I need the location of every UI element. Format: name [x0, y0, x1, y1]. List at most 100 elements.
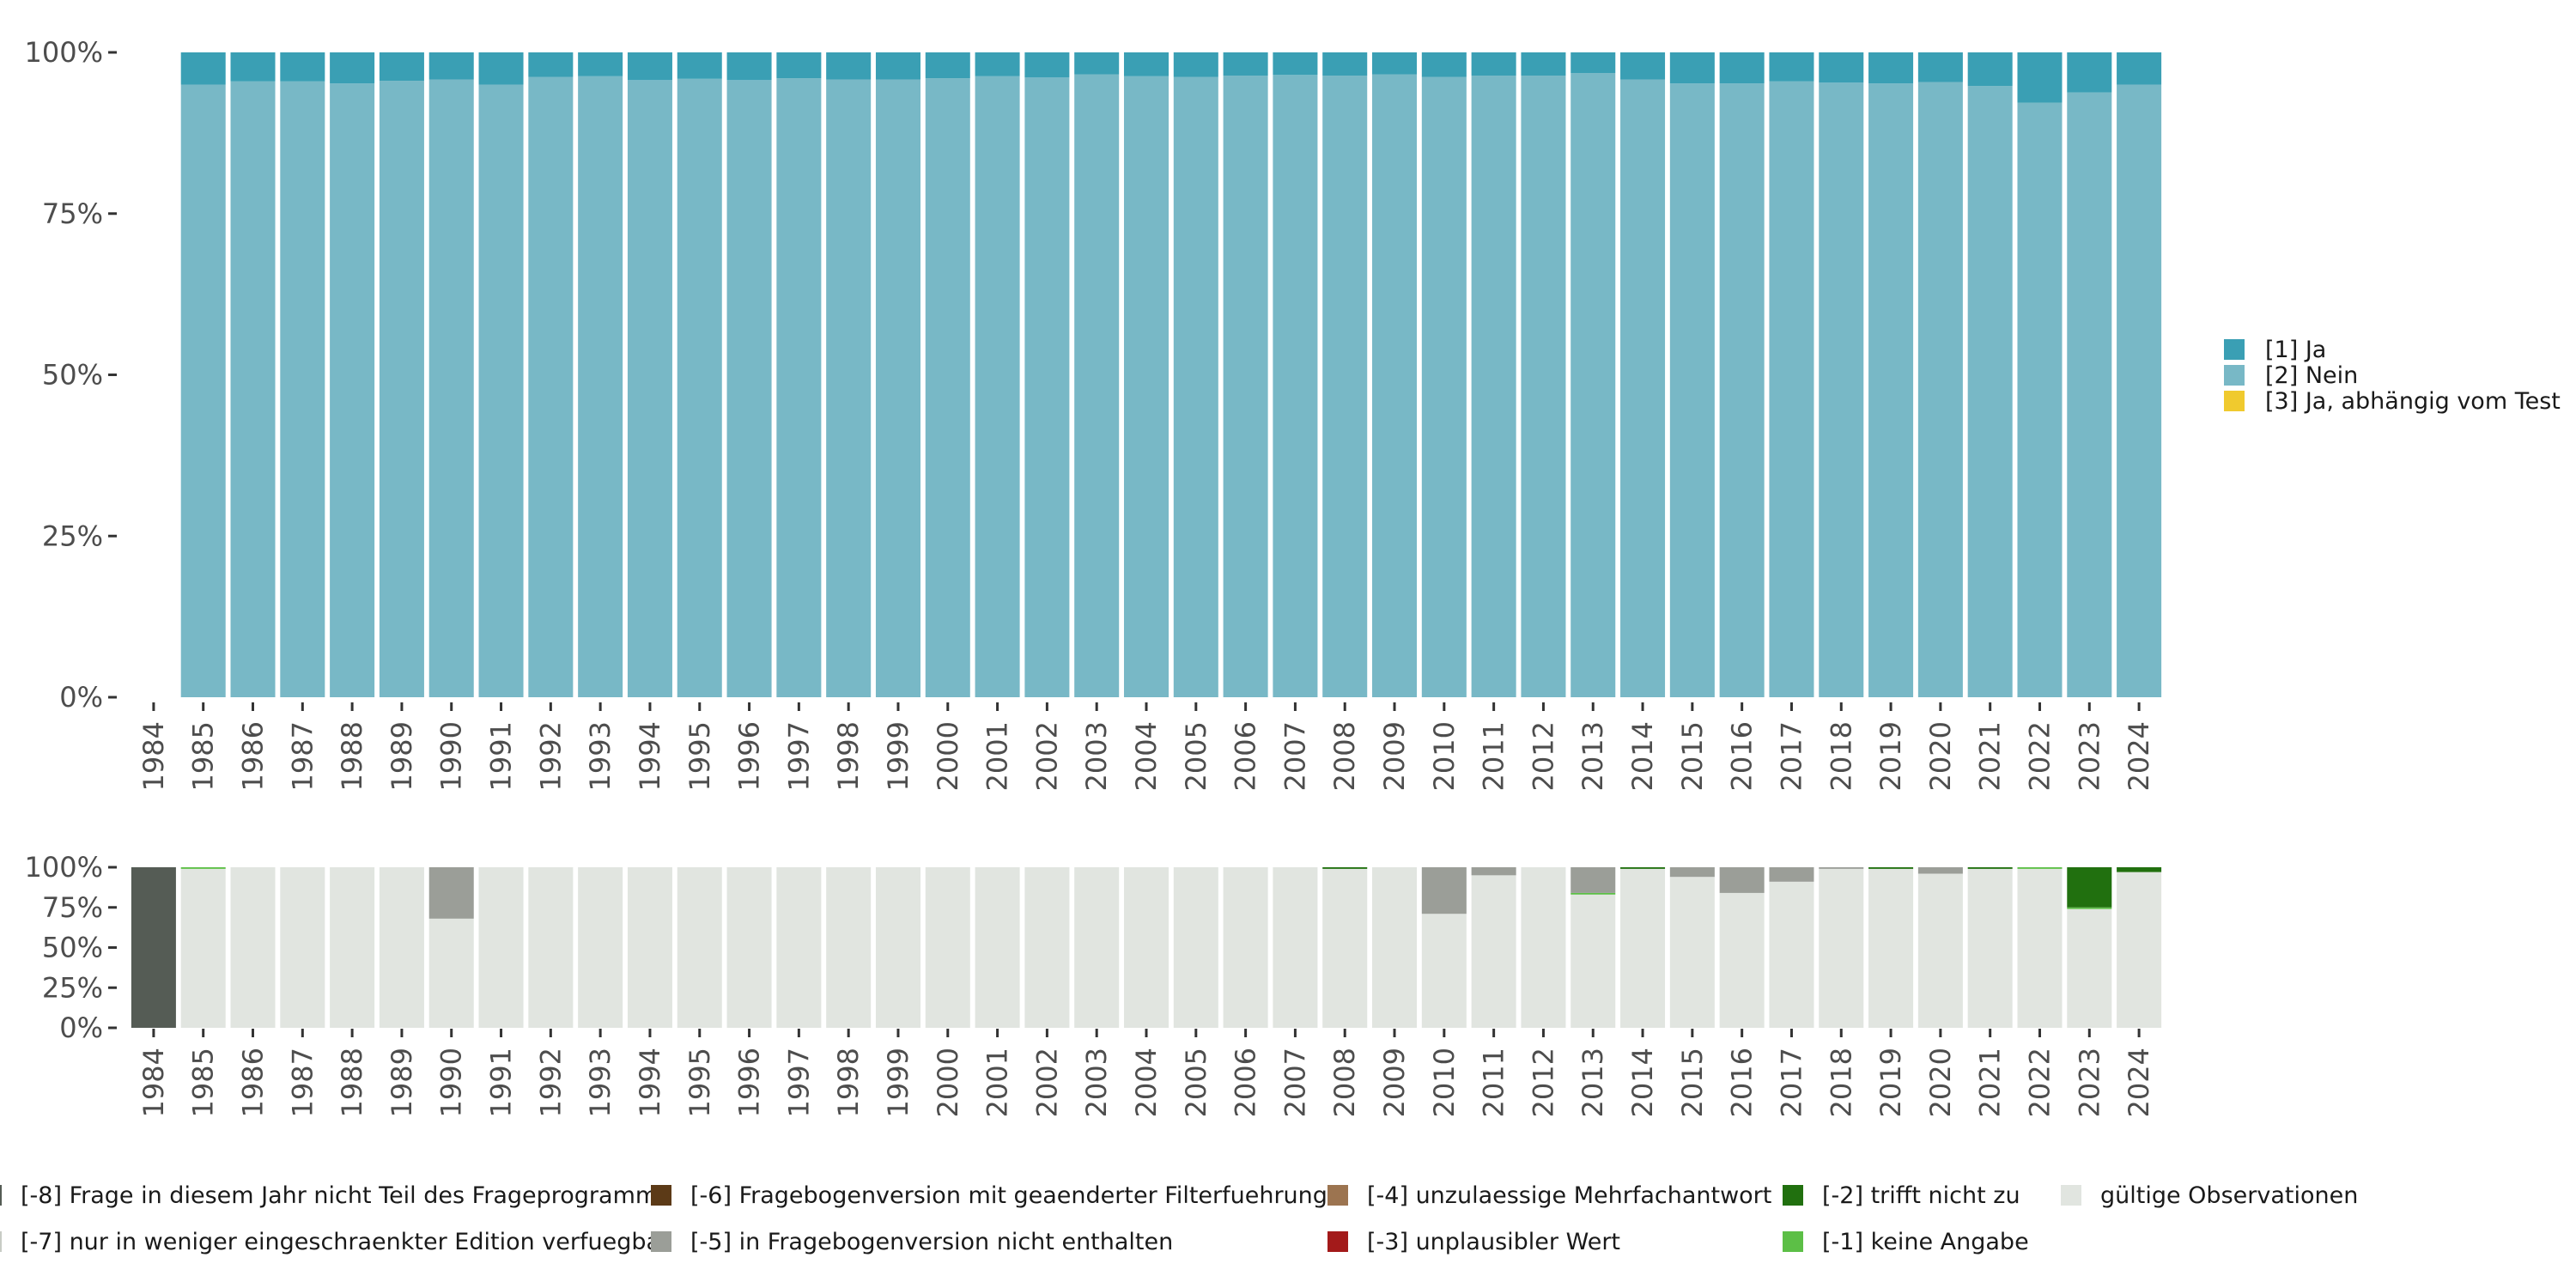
- bar-segment: [2017, 102, 2063, 697]
- bar-segment: [280, 81, 325, 698]
- bar-segment: [1123, 76, 1170, 698]
- x-tick-label: 2010: [1428, 1048, 1461, 1117]
- bar-segment: [826, 867, 872, 1028]
- bar-segment: [280, 867, 325, 1028]
- x-tick-label: 2012: [1527, 1048, 1559, 1117]
- bar-segment: [1868, 867, 1914, 869]
- x-tick-label: 1992: [534, 721, 567, 791]
- x-tick-label: 2006: [1230, 1048, 1262, 1117]
- x-tick-label: 1990: [435, 1048, 468, 1117]
- x-tick-label: 2020: [1924, 721, 1957, 791]
- x-tick-label: 2021: [1974, 721, 2007, 791]
- legend-label: [-2] trifft nicht zu: [1822, 1182, 2020, 1209]
- legend-label: gültige Observationen: [2100, 1182, 2358, 1209]
- x-tick-label: 2008: [1328, 1048, 1361, 1117]
- x-tick-label: 1994: [634, 721, 666, 791]
- bar-segment: [1769, 881, 1814, 1028]
- bar-segment: [1471, 52, 1516, 76]
- legend-key: [1783, 1231, 1803, 1252]
- bar-segment: [428, 79, 474, 698]
- x-tick-label: 1988: [336, 1048, 368, 1117]
- y-tick-label: 0%: [59, 681, 103, 714]
- bar-segment: [1620, 79, 1666, 698]
- bar-segment: [875, 79, 920, 698]
- x-tick-label: 2018: [1825, 721, 1857, 791]
- x-tick-label: 1986: [237, 721, 270, 791]
- x-tick-label: 2023: [2073, 721, 2105, 791]
- x-tick-label: 2009: [1378, 721, 1411, 791]
- bar-segment: [1769, 867, 1814, 882]
- bar-segment: [1669, 877, 1715, 1028]
- x-tick-label: 1987: [286, 1048, 319, 1117]
- x-tick-label: 2000: [932, 721, 964, 791]
- y-tick-label: 75%: [42, 197, 103, 230]
- bar-segment: [2017, 868, 2063, 1028]
- bar-segment: [1967, 867, 2013, 869]
- bar-segment: [1769, 81, 1814, 698]
- bar-segment: [1421, 867, 1467, 914]
- x-tick-label: 2016: [1726, 1048, 1759, 1117]
- y-tick-label: 0%: [59, 1012, 103, 1044]
- bar-segment: [1421, 76, 1467, 697]
- x-tick-label: 1999: [882, 1048, 914, 1117]
- bar-segment: [1173, 52, 1218, 77]
- bar-segment: [230, 52, 276, 82]
- x-tick-label: 2006: [1230, 721, 1262, 791]
- bar-segment: [925, 78, 970, 698]
- bar-segment: [528, 867, 574, 1028]
- x-tick-label: 1992: [534, 1048, 567, 1117]
- bar-segment: [1719, 867, 1765, 893]
- legend-key: [2224, 391, 2245, 411]
- top-chart: 0% 25% 50% 75% 100% 1984 1985 1986 1987 1988 1989 1…: [25, 36, 2162, 791]
- bar-segment: [975, 867, 1020, 1028]
- x-tick-label: 1993: [584, 721, 617, 791]
- x-tick-label: 2002: [1030, 721, 1063, 791]
- x-tick-label: 1996: [733, 1048, 766, 1117]
- bar-segment: [131, 867, 176, 1028]
- x-tick-label: 2024: [2123, 1048, 2155, 1117]
- bar-segment: [2117, 872, 2162, 1028]
- x-tick-label: 2018: [1825, 1048, 1857, 1117]
- bar-segment: [677, 867, 722, 1028]
- bar-segment: [578, 867, 623, 1028]
- bar-segment: [975, 52, 1020, 76]
- bar-segment: [875, 867, 920, 1028]
- x-tick-label: 1989: [386, 721, 418, 791]
- bar-segment: [1571, 52, 1616, 74]
- x-tick-label: 2024: [2123, 721, 2155, 791]
- x-tick-label: 2011: [1478, 721, 1510, 791]
- x-tick-label: 2017: [1775, 1048, 1807, 1117]
- bar-segment: [1273, 867, 1318, 1028]
- x-tick-label: 2022: [2023, 721, 2056, 791]
- bar-segment: [1322, 52, 1368, 76]
- bar-segment: [1620, 867, 1666, 869]
- bar-segment: [1173, 76, 1218, 697]
- bar-segment: [2017, 867, 2063, 869]
- bar-segment: [726, 80, 772, 698]
- bar-segment: [330, 867, 375, 1028]
- bar-segment: [1273, 75, 1318, 697]
- legend-key: [2224, 339, 2245, 360]
- y-tick-label: 100%: [25, 851, 103, 884]
- x-tick-label: 2021: [1974, 1048, 2007, 1117]
- bar-segment: [379, 52, 424, 82]
- bar-segment: [1471, 867, 1516, 876]
- bar-segment: [1322, 868, 1368, 1028]
- bottom-chart: 0% 25% 50% 75% 100% 1984 1985 1986 1987 1988 1989 1…: [25, 851, 2162, 1117]
- legend-key: [651, 1231, 671, 1252]
- legend-label: [-3] unplausibler Wert: [1367, 1229, 1620, 1255]
- bar-segment: [1421, 52, 1467, 77]
- bar-segment: [230, 867, 276, 1028]
- bar-segment: [1571, 892, 1616, 895]
- bar-segment: [776, 78, 822, 698]
- bar-segment: [528, 76, 574, 697]
- legend-key: [1327, 1185, 1348, 1206]
- bar-segment: [2117, 84, 2162, 698]
- bar-segment: [925, 867, 970, 1028]
- bar-segment: [180, 868, 226, 1028]
- bar-segment: [330, 83, 375, 698]
- x-tick-label: 2015: [1676, 721, 1709, 791]
- x-tick-label: 2023: [2073, 1048, 2105, 1117]
- bar-segment: [1123, 52, 1170, 76]
- bar-segment: [925, 52, 970, 79]
